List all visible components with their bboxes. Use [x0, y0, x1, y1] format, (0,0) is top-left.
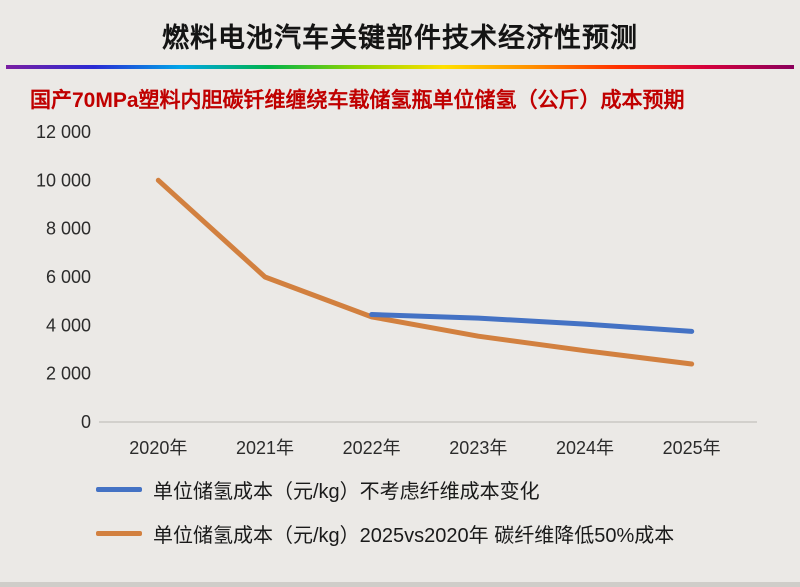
- y-tick-label: 6 000: [46, 267, 91, 287]
- y-tick-label: 12 000: [36, 122, 91, 142]
- legend-item-blue: 单位储氢成本（元/kg）不考虑纤维成本变化: [96, 475, 800, 504]
- rainbow-divider: [6, 65, 794, 69]
- x-tick-label: 2021年: [236, 438, 294, 458]
- y-tick-label: 0: [81, 412, 91, 432]
- y-tick-label: 4 000: [46, 315, 91, 335]
- legend-swatch-blue: [96, 487, 142, 492]
- x-tick-label: 2025年: [663, 438, 721, 458]
- legend-label-blue: 单位储氢成本（元/kg）不考虑纤维成本变化: [153, 481, 540, 503]
- y-tick-label: 10 000: [36, 170, 91, 190]
- x-tick-label: 2023年: [449, 438, 507, 458]
- legend-item-orange: 单位储氢成本（元/kg）2025vs2020年 碳纤维降低50%成本: [96, 519, 800, 548]
- y-tick-label: 2 000: [46, 364, 91, 384]
- series-line-0: [369, 312, 695, 334]
- x-tick-label: 2024年: [556, 438, 614, 458]
- chart-canvas: 0 2 000 4 000 6 000 8 000 10 000 12 000 2020年 20…: [36, 122, 757, 458]
- x-tick-label: 2020年: [129, 438, 187, 458]
- x-tick-label: 2022年: [343, 438, 401, 458]
- chart-legend: 单位储氢成本（元/kg）不考虑纤维成本变化 单位储氢成本（元/kg）2025vs…: [96, 475, 800, 548]
- series-line-1: [155, 177, 695, 367]
- line-chart: 0 2 000 4 000 6 000 8 000 10 000 12 000 2020年 20…: [10, 116, 790, 473]
- legend-label-orange: 单位储氢成本（元/kg）2025vs2020年 碳纤维降低50%成本: [153, 525, 675, 547]
- legend-swatch-orange: [96, 531, 142, 536]
- chart-subtitle: 国产70MPa塑料内胆碳钎维缠绕车载储氢瓶单位储氢（公斤）成本预期: [30, 89, 685, 112]
- page-title: 燃料电池汽车关键部件技术经济性预测: [162, 23, 638, 53]
- y-tick-label: 8 000: [46, 219, 91, 239]
